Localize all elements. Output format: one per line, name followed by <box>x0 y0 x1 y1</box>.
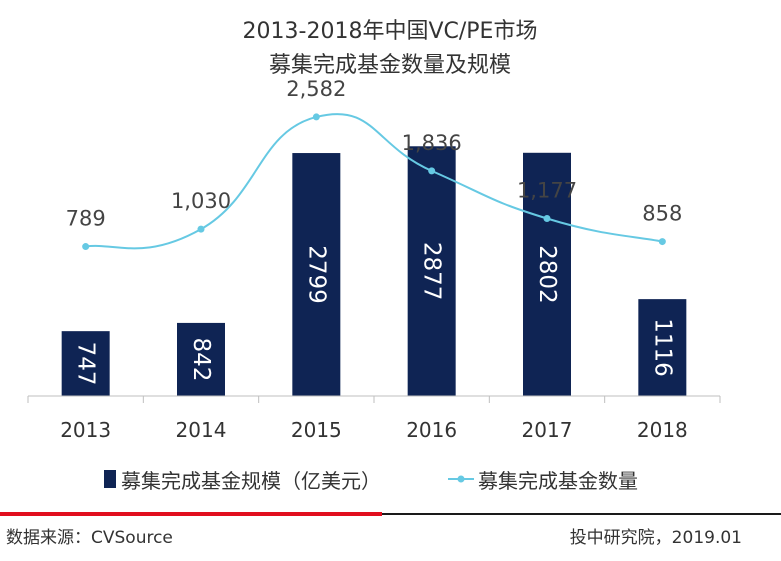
count-point-2018 <box>658 238 666 246</box>
bar-2017 <box>523 152 571 396</box>
count-value-label-2017: 1,177 <box>517 179 577 203</box>
x-tick-label-2018: 2018 <box>637 418 688 442</box>
x-tick-label-2014: 2014 <box>176 418 227 442</box>
legend-line-marker <box>457 475 465 483</box>
chart-title-line-1: 2013-2018年中国VC/PE市场 <box>243 19 538 44</box>
x-axis-ticks <box>27 396 721 403</box>
count-value-label-2015: 2,582 <box>286 77 346 101</box>
footer-rule-dark <box>382 513 781 515</box>
bar-2014 <box>177 322 225 396</box>
count-point-2013 <box>82 243 90 251</box>
bar-2013 <box>61 331 110 396</box>
chart-title-line-2: 募集完成基金数量及规模 <box>269 53 511 78</box>
footer-source: 数据来源：CVSource <box>6 528 173 548</box>
count-point-2014 <box>197 225 205 233</box>
count-point-2017 <box>543 215 551 223</box>
x-tick-label-2013: 2013 <box>60 418 111 442</box>
x-tick-label-2015: 2015 <box>291 418 342 442</box>
bar-value-label-2015: 2799 <box>303 245 329 304</box>
chart-title: 2013-2018年中国VC/PE市场 募集完成基金数量及规模 <box>243 19 538 78</box>
count-series-value-labels: 789 1,030 2,582 1,836 1,177 858 <box>66 77 683 231</box>
bar-series <box>61 146 687 396</box>
legend-line-label: 募集完成基金数量 <box>478 469 638 493</box>
count-series-points <box>82 113 666 251</box>
count-value-label-2018: 858 <box>642 202 682 226</box>
bar-value-label-2014: 842 <box>188 338 214 382</box>
count-point-2016 <box>428 167 436 175</box>
x-tick-label-2017: 2017 <box>522 418 573 442</box>
bar-2015 <box>292 153 341 396</box>
x-tick-label-2016: 2016 <box>406 418 457 442</box>
count-point-2015 <box>312 113 320 121</box>
bar-value-label-2017: 2802 <box>534 245 560 304</box>
bar-value-labels: 747 842 2799 2877 2802 1116 <box>73 242 676 386</box>
bar-2018 <box>638 299 687 396</box>
bar-value-label-2018: 1116 <box>649 318 675 377</box>
bar-value-label-2016: 2877 <box>419 242 445 301</box>
legend: 募集完成基金规模（亿美元） 募集完成基金数量 <box>104 469 638 493</box>
count-value-label-2014: 1,030 <box>171 189 231 213</box>
bar-value-label-2013: 747 <box>73 342 99 386</box>
footer-credit: 投中研究院，2019.01 <box>570 528 742 548</box>
x-axis-tick-labels: 2013 2014 2015 2016 2017 2018 <box>60 418 688 442</box>
legend-bar-label: 募集完成基金规模（亿美元） <box>121 469 381 493</box>
bar-2016 <box>407 146 456 396</box>
footer-rule-red <box>0 512 382 516</box>
count-value-label-2013: 789 <box>66 207 106 231</box>
count-value-label-2016: 1,836 <box>402 131 462 155</box>
legend-bar-swatch <box>104 470 116 488</box>
